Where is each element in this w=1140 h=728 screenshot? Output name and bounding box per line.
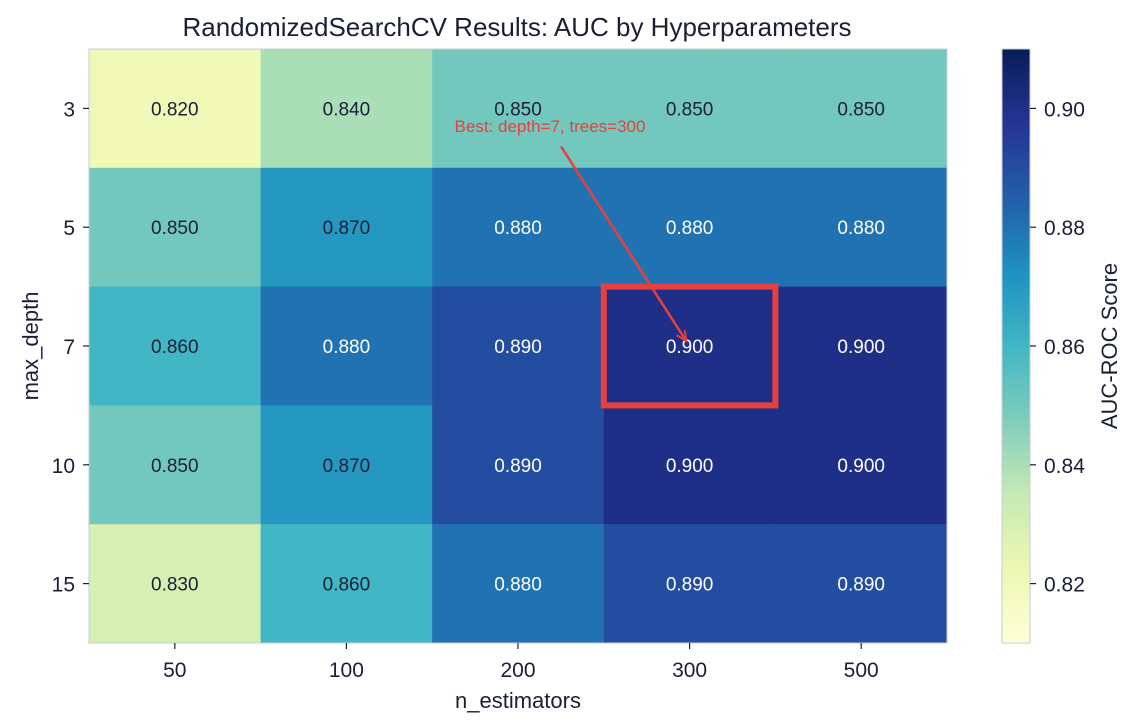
heatmap-cell — [775, 405, 948, 525]
cell-value-label: 0.900 — [666, 337, 714, 358]
cell-value-label: 0.820 — [151, 99, 199, 120]
heatmap-cell — [432, 286, 605, 406]
heatmap-cell — [260, 524, 433, 644]
cell-value-label: 0.860 — [323, 575, 371, 596]
colorbar-label: AUC-ROC Score — [1097, 263, 1122, 429]
heatmap-cell — [260, 167, 433, 288]
cell-value-label: 0.850 — [151, 456, 199, 477]
cell-value-label: 0.900 — [837, 456, 885, 477]
cell-value-label: 0.850 — [494, 99, 542, 120]
cell-value-label: 0.900 — [837, 337, 885, 358]
cell-value-label: 0.880 — [666, 218, 714, 239]
heatmap-cell — [603, 405, 776, 525]
y-axis-ticks: 3 5 7 10 15 — [52, 98, 89, 597]
cell-value-label: 0.840 — [323, 99, 371, 120]
heatmap-cell — [603, 286, 776, 406]
heatmap-cell — [432, 167, 605, 288]
x-tick-label: 500 — [844, 659, 879, 682]
cell-value-label: 0.880 — [494, 575, 542, 596]
y-tick-label: 7 — [63, 336, 75, 359]
y-tick-label: 5 — [63, 217, 75, 240]
cell-value-label: 0.890 — [666, 575, 714, 596]
heatmap-cell — [89, 405, 262, 525]
heatmap-cell — [603, 167, 776, 288]
cell-value-label: 0.890 — [494, 456, 542, 477]
cell-value-label: 0.850 — [151, 218, 199, 239]
cell-value-label: 0.860 — [151, 337, 199, 358]
cell-value-label: 0.830 — [151, 575, 199, 596]
heatmap-cell — [432, 405, 605, 525]
x-tick-label: 300 — [672, 659, 707, 682]
heatmap-cell — [603, 49, 776, 169]
cell-value-label: 0.880 — [837, 218, 885, 239]
heatmap-cell — [89, 49, 262, 169]
best-annotation: Best: depth=7, trees=300 — [455, 117, 646, 136]
cell-value-label: 0.870 — [323, 218, 371, 239]
colorbar-tick-label: 0.86 — [1044, 336, 1085, 359]
heatmap-cell — [432, 49, 605, 169]
cell-value-label: 0.850 — [837, 99, 885, 120]
x-axis-label: n_estimators — [455, 688, 581, 713]
heatmap-cell — [260, 405, 433, 525]
colorbar-tick-label: 0.84 — [1044, 455, 1085, 478]
heatmap-cell — [775, 167, 948, 288]
heatmap-cell — [89, 167, 262, 288]
colorbar-tick-label: 0.88 — [1044, 217, 1085, 240]
heatmap-cell — [775, 524, 948, 644]
cell-value-label: 0.890 — [494, 337, 542, 358]
cell-value-label: 0.880 — [494, 218, 542, 239]
heatmap-cell — [603, 524, 776, 644]
colorbar-ticks: 0.82 0.84 0.86 0.88 0.90 — [1030, 98, 1085, 597]
y-tick-label: 15 — [52, 574, 75, 597]
colorbar-tick-label: 0.90 — [1044, 98, 1085, 121]
best-cell-highlight — [600, 283, 779, 409]
heatmap-cell — [775, 286, 948, 406]
heatmap-cell — [89, 286, 262, 406]
heatmap-cell — [432, 524, 605, 644]
y-tick-label: 10 — [52, 455, 75, 478]
x-tick-label: 50 — [163, 659, 186, 682]
cell-value-label: 0.850 — [666, 99, 714, 120]
annotation-arrow — [559, 145, 686, 340]
cell-value-label: 0.870 — [323, 456, 371, 477]
x-tick-label: 100 — [329, 659, 364, 682]
cell-value-label: 0.900 — [666, 456, 714, 477]
colorbar-tick-label: 0.82 — [1044, 574, 1085, 597]
chart-title: RandomizedSearchCV Results: AUC by Hyper… — [182, 12, 851, 42]
colorbar — [1001, 48, 1031, 644]
heatmap-cell — [260, 49, 433, 169]
heatmap-cells — [89, 49, 948, 644]
cell-value-label: 0.880 — [323, 337, 371, 358]
heatmap-cell — [260, 286, 433, 406]
heatmap-cell-labels: 0.820 0.840 0.850 0.850 0.850 0.850 0.870 0.880… — [151, 99, 885, 595]
x-axis-ticks: 50 100 200 300 500 — [163, 643, 879, 682]
heatmap-cell — [89, 524, 262, 644]
x-tick-label: 200 — [500, 659, 535, 682]
y-axis-label: max_depth — [18, 292, 43, 401]
heatmap-cell — [775, 49, 948, 169]
y-tick-label: 3 — [63, 98, 75, 121]
cell-value-label: 0.890 — [837, 575, 885, 596]
